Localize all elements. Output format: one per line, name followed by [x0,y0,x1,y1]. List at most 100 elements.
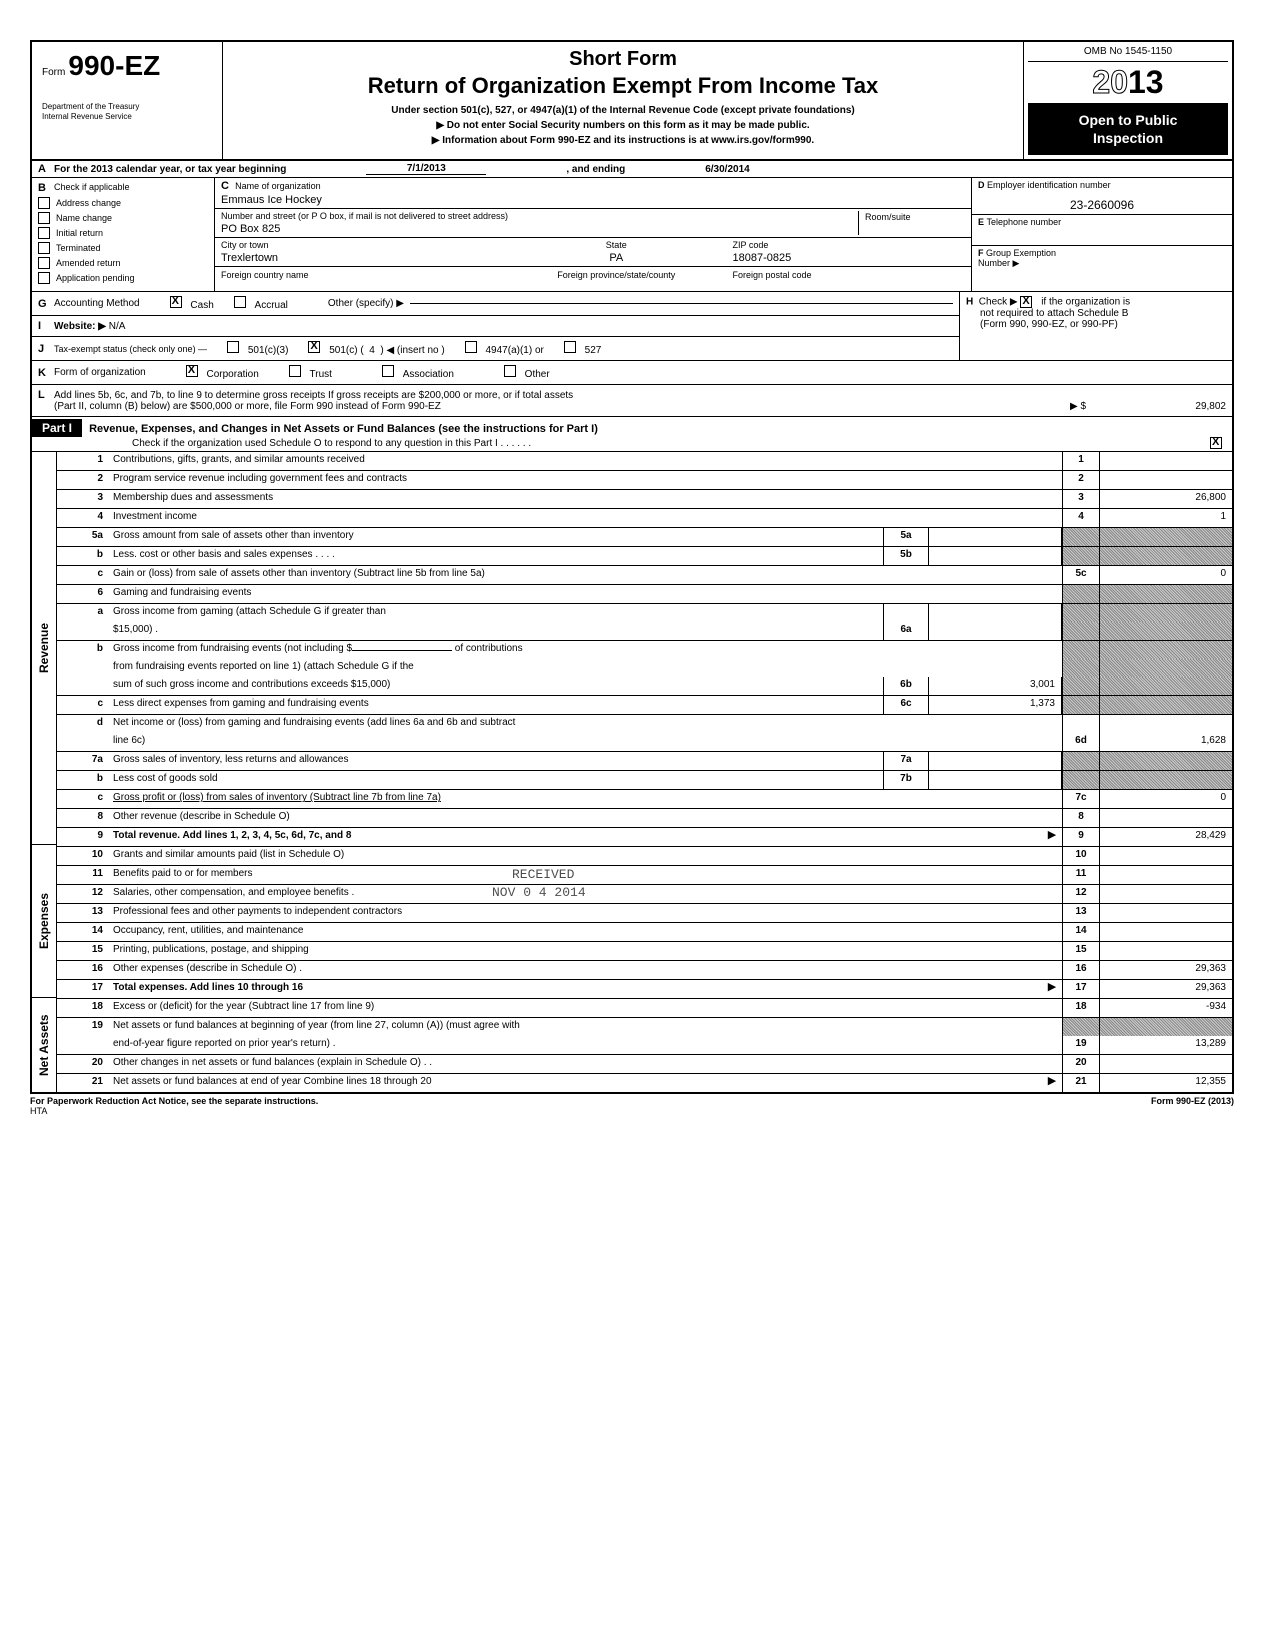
line-6d-2: line 6c)6d1,628 [57,733,1232,752]
501c3-label: 501(c)(3) [248,345,289,356]
row-gih: G Accounting Method Cash Accrual Other (… [32,292,1232,361]
cb-terminated[interactable]: Terminated [38,242,208,254]
cb-501c-icon[interactable] [308,341,320,353]
letter-j: J [38,343,54,355]
line-6a-2: $15,000) .6a [57,622,1232,641]
tax-exempt-label: Tax-exempt status (check only one) — [54,344,207,354]
lines-table: Revenue Expenses Net Assets 1Contributio… [32,452,1232,1092]
form-number-cell: Form 990-EZ Department of the Treasury I… [32,42,223,159]
section-b: BCheck if applicable Address change Name… [32,178,1232,292]
dept-text: Department of the Treasury Internal Reve… [42,102,212,121]
other-specify-label: Other (specify) ▶ [328,298,404,309]
row-l: L Add lines 5b, 6c, and 7b, to line 9 to… [32,385,1232,417]
date-stamp: NOV 0 4 2014 [492,885,586,900]
zip-value: 18087-0825 [733,252,966,264]
line-16: 16Other expenses (describe in Schedule O… [57,961,1232,980]
header-row: Form 990-EZ Department of the Treasury I… [32,42,1232,161]
checkbox-icon [38,272,50,284]
line-17: 17Total expenses. Add lines 10 through 1… [57,980,1232,999]
begin-date: 7/1/2013 [366,163,486,175]
telephone-cell: E Telephone number [972,215,1232,246]
received-stamp: RECEIVED [512,867,574,882]
group-exemption-cell: F Group Exemption Number ▶ [972,246,1232,291]
letter-g: G [38,298,54,310]
line-15: 15Printing, publications, postage, and s… [57,942,1232,961]
letter-f: F [978,248,984,258]
line-21: 21Net assets or fund balances at end of … [57,1074,1232,1092]
cb-name-change[interactable]: Name change [38,212,208,224]
checkbox-column: BCheck if applicable Address change Name… [32,178,215,291]
l-text2: (Part II, column (B) below) are $500,000… [54,401,441,412]
cb-accrual-icon[interactable] [234,296,246,308]
line-6: 6Gaming and fundraising events [57,585,1232,604]
l-text1: Add lines 5b, 6c, and 7b, to line 9 to d… [54,390,573,401]
letter-l: L [38,389,54,401]
corp-label: Corporation [207,369,259,380]
line-13: 13Professional fees and other payments t… [57,904,1232,923]
state-label: State [606,240,627,250]
line-19-1: 19Net assets or fund balances at beginni… [57,1018,1232,1036]
website-label: Website: ▶ [54,321,106,332]
cb-assoc-icon[interactable] [382,365,394,377]
zip-label: ZIP code [733,240,966,250]
line-9: 9Total revenue. Add lines 1, 2, 3, 4, 5c… [57,828,1232,847]
cb-527-icon[interactable] [564,341,576,353]
open-line1: Open to Public [1032,111,1224,129]
cb-4947-icon[interactable] [465,341,477,353]
cb-initial-return[interactable]: Initial return [38,227,208,239]
h-text4: (Form 990, 990-EZ, or 990-PF) [980,319,1226,330]
line-12: 12Salaries, other compensation, and empl… [57,885,1232,904]
h-text2: if the organization is [1041,297,1130,308]
cb-trust-icon[interactable] [289,365,301,377]
cb-h-icon[interactable] [1020,296,1032,308]
letter-d: D [978,180,985,190]
short-form-title: Short Form [233,48,1013,71]
cb-cash-icon[interactable] [170,296,182,308]
letter-a: A [38,163,54,175]
addr-value: PO Box 825 [221,223,858,235]
assoc-label: Association [403,369,454,380]
website-value: N/A [109,321,126,332]
line-5c: cGain or (loss) from sale of assets othe… [57,566,1232,585]
form-of-org-label: Form of organization [54,367,146,378]
omb-number: OMB No 1545-1150 [1028,46,1228,62]
year-cell: OMB No 1545-1150 2013 Open to Public Ins… [1023,42,1232,159]
line-4: 4Investment income41 [57,509,1232,528]
line-7a: 7aGross sales of inventory, less returns… [57,752,1232,771]
cb-schedule-o-icon[interactable] [1210,437,1222,449]
open-line2: Inspection [1032,129,1224,147]
cb-application-pending[interactable]: Application pending [38,272,208,284]
cb-address-change[interactable]: Address change [38,197,208,209]
form-number: 990-EZ [68,50,160,81]
line-5b: bLess. cost or other basis and sales exp… [57,547,1232,566]
accrual-label: Accrual [255,300,288,311]
main-title: Return of Organization Exempt From Incom… [233,73,1013,99]
city-value: Trexlertown [221,252,500,264]
line-1: 1Contributions, gifts, grants, and simil… [57,452,1232,471]
line-14: 14Occupancy, rent, utilities, and mainte… [57,923,1232,942]
line-3: 3Membership dues and assessments326,800 [57,490,1232,509]
checkbox-icon [38,242,50,254]
footer-right: Form 990-EZ (2013) [1151,1096,1234,1116]
cb-amended-return[interactable]: Amended return [38,257,208,269]
h-cell: H Check ▶ if the organization is not req… [959,292,1232,360]
row-a-text1: For the 2013 calendar year, or tax year … [54,164,286,175]
row-a-text2: , and ending [566,164,625,175]
group-exemption-number: Number ▶ [978,258,1226,269]
checkbox-icon [38,257,50,269]
letter-i: I [38,320,54,332]
arrow-icon: ▶ [1042,828,1062,846]
l-arrow: ▶ $ [1070,401,1086,412]
cb-501c3-icon[interactable] [227,341,239,353]
cb-corp-icon[interactable] [186,365,198,377]
dept1: Department of the Treasury [42,102,212,112]
ein-cell: D Employer identification number 23-2660… [972,178,1232,215]
title-cell: Short Form Return of Organization Exempt… [223,42,1023,159]
arrow-icon: ▶ [1042,1074,1062,1092]
revenue-label: Revenue [32,452,56,844]
accounting-method-label: Accounting Method [54,298,140,309]
501c-label: 501(c) ( [329,345,363,356]
foreign-country-label: Foreign country name [221,270,309,280]
cb-other-icon[interactable] [504,365,516,377]
form-990ez-container: Form 990-EZ Department of the Treasury I… [30,40,1234,1094]
